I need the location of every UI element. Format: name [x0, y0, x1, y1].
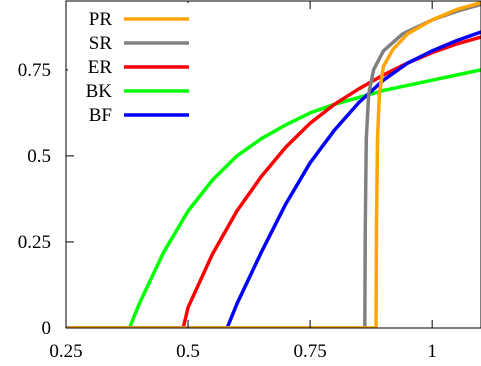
legend-label-er: ER	[88, 57, 113, 78]
y-tick-label: 0.25	[18, 232, 51, 253]
series-line-bf	[66, 30, 481, 328]
y-tick-label: 0	[42, 318, 52, 339]
series-line-bk	[66, 68, 481, 328]
x-tick-label: 0.25	[49, 341, 82, 362]
legend: PR SR ER BK BF	[68, 3, 196, 126]
legend-label-sr: SR	[89, 33, 113, 54]
x-tick-label: 0.75	[293, 341, 326, 362]
series-layer	[66, 1, 481, 328]
x-tick-label: 0.5	[176, 341, 200, 362]
legend-label-bk: BK	[86, 81, 113, 102]
tick-labels-layer: 0.25 0.5 0.75 100.250.50.75	[18, 60, 437, 362]
legend-background	[68, 3, 196, 125]
x-tick-label: 1	[427, 341, 437, 362]
series-line-pr	[66, 1, 481, 328]
y-tick-label: 0.75	[18, 60, 51, 81]
y-tick-label: 0.5	[27, 146, 51, 167]
legend-label-pr: PR	[89, 9, 113, 30]
plot-frame	[65, 0, 481, 329]
legend-label-bf: BF	[89, 105, 112, 126]
